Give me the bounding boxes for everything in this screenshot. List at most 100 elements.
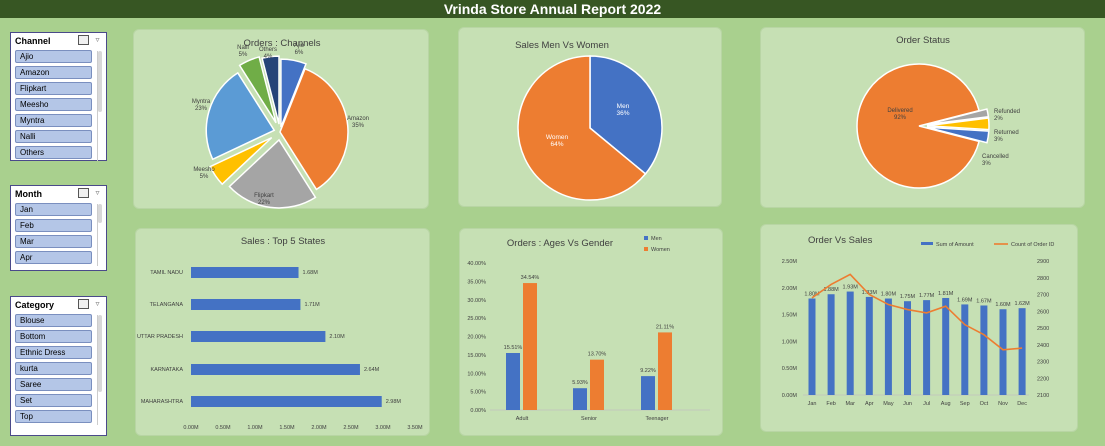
right-y-tick-label: 2400 xyxy=(1037,343,1049,349)
y-tick-label: 25.00% xyxy=(467,316,486,322)
right-y-tick-label: 2600 xyxy=(1037,309,1049,315)
bar-value-label: 1.88M xyxy=(823,287,839,293)
pie-slice-myntra xyxy=(205,71,276,161)
chart-title: Order Status xyxy=(896,35,950,46)
x-tick-label: Nov xyxy=(998,401,1008,407)
slice-value-label: 64% xyxy=(550,141,563,148)
slicer-item-apr[interactable]: Apr xyxy=(15,251,92,264)
bar-value-label: 34.54% xyxy=(521,275,540,281)
x-tick-label: 0.50M xyxy=(215,425,231,431)
slice-label: Amazon xyxy=(347,116,369,122)
slice-value-label: 35% xyxy=(352,123,365,129)
slice-value-label: 6% xyxy=(295,50,304,56)
pie-slice-meesho xyxy=(209,136,273,186)
pie-slice-others xyxy=(261,55,280,125)
bar-value-label: 13.70% xyxy=(588,352,607,358)
bar-value-label: 1.80M xyxy=(881,292,897,298)
bar-value-label: 15.51% xyxy=(504,345,523,351)
slicer-item-amazon[interactable]: Amazon xyxy=(15,66,92,79)
slice-label: Others xyxy=(259,47,277,53)
slice-label: Women xyxy=(546,134,569,141)
legend-label: Count of Order ID xyxy=(1011,242,1054,248)
bar-value-label: 9.22% xyxy=(640,368,656,374)
bar-oct xyxy=(980,305,988,395)
slice-value-label: 23% xyxy=(195,106,208,112)
clear-filter-icon[interactable]: ▿ xyxy=(95,188,100,197)
y-tick-label: 30.00% xyxy=(467,298,486,304)
bar-karnataka xyxy=(191,364,360,375)
bar-adult-women xyxy=(523,283,537,410)
category-label: UTTAR PRADESH xyxy=(137,334,183,340)
x-tick-label: 1.00M xyxy=(247,425,263,431)
slice-value-label: 5% xyxy=(239,52,248,58)
bar-value-label: 2.10M xyxy=(329,334,345,340)
multi-select-icon[interactable] xyxy=(78,188,89,198)
slicer-item-bottom[interactable]: Bottom xyxy=(15,330,92,343)
chart-title: Sales Men Vs Women xyxy=(515,40,609,51)
multi-select-icon[interactable] xyxy=(78,299,89,309)
slicer-item-top[interactable]: Top xyxy=(15,410,92,423)
slicer-item-ethnic-dress[interactable]: Ethnic Dress xyxy=(15,346,92,359)
slicer-item-saree[interactable]: Saree xyxy=(15,378,92,391)
bar-value-label: 2.98M xyxy=(386,399,402,405)
pie-slice-women xyxy=(517,55,647,201)
slicer-scrollbar[interactable] xyxy=(97,315,102,425)
bar-mar xyxy=(846,291,854,395)
bar-jan xyxy=(808,298,816,395)
order-vs-sales-chart: Order Vs Sales 0.00M 0.50M 1.00M 1.50M 2.00M 2… xyxy=(782,235,1055,407)
order-vs-sales-card: Order Vs Sales 0.00M 0.50M 1.00M 1.50M 2.00M 2… xyxy=(760,224,1078,432)
slicer-scrollbar[interactable] xyxy=(97,204,102,266)
left-y-tick-label: 0.50M xyxy=(782,366,798,372)
clear-filter-icon[interactable]: ▿ xyxy=(95,35,100,44)
slice-label: Flipkart xyxy=(254,193,274,199)
order-count-line xyxy=(811,273,1023,351)
bar-value-label: 1.75M xyxy=(900,294,916,300)
slicer-item-kurta[interactable]: kurta xyxy=(15,362,92,375)
bar-maharashtra xyxy=(191,396,382,407)
bar-value-label: 1.93M xyxy=(843,285,859,291)
bar-may xyxy=(884,298,892,395)
slicer-item-feb[interactable]: Feb xyxy=(15,219,92,232)
x-tick-label: Jan xyxy=(808,401,817,407)
bar-nov xyxy=(999,309,1007,395)
x-tick-label: 0.00M xyxy=(183,425,199,431)
multi-select-icon[interactable] xyxy=(78,35,89,45)
right-y-tick-label: 2300 xyxy=(1037,360,1049,366)
slicer-item-others[interactable]: Others xyxy=(15,146,92,159)
bar-sep xyxy=(961,304,969,395)
bar-senior-men xyxy=(573,388,587,410)
bar-teenager-men xyxy=(641,376,655,410)
pie-slice-cancelled xyxy=(926,126,990,144)
slice-label: Ajio xyxy=(294,43,305,49)
category-label: TAMIL NADU xyxy=(150,270,183,276)
clear-filter-icon[interactable]: ▿ xyxy=(95,299,100,308)
legend-label: Women xyxy=(651,247,670,253)
slicer-scrollbar[interactable] xyxy=(97,51,102,161)
order-status-card: Order Status Delivered 92% Refunded 2% Return… xyxy=(760,27,1085,208)
slicer-item-blouse[interactable]: Blouse xyxy=(15,314,92,327)
slice-value-label: 22% xyxy=(258,200,271,206)
slicer-item-myntra[interactable]: Myntra xyxy=(15,114,92,127)
bar-value-label: 21.11% xyxy=(656,324,674,330)
x-tick-label: Oct xyxy=(980,401,989,407)
bar-value-label: 1.80M xyxy=(804,292,820,298)
bar-aug xyxy=(942,297,950,395)
slicer-item-meesho[interactable]: Meesho xyxy=(15,98,92,111)
slice-value-label: 5% xyxy=(200,174,209,180)
slicer-item-ajio[interactable]: Ajio xyxy=(15,50,92,63)
bar-uttar-pradesh xyxy=(191,331,326,342)
pie-slice-ajio xyxy=(280,58,307,128)
y-tick-label: 40.00% xyxy=(467,261,486,267)
slicer-item-flipkart[interactable]: Flipkart xyxy=(15,82,92,95)
slicer-item-nalli[interactable]: Nalli xyxy=(15,130,92,143)
slice-label: Nalli xyxy=(237,45,249,51)
category-slicer: Category ▿ Blouse Bottom Ethnic Dress kurta… xyxy=(10,296,107,436)
bar-value-label: 1.68M xyxy=(303,270,319,276)
slicer-item-set[interactable]: Set xyxy=(15,394,92,407)
bar-value-label: 1.71M xyxy=(304,302,320,308)
slicer-item-mar[interactable]: Mar xyxy=(15,235,92,248)
slice-value-label: 92% xyxy=(894,115,907,121)
slicer-item-jan[interactable]: Jan xyxy=(15,203,92,216)
